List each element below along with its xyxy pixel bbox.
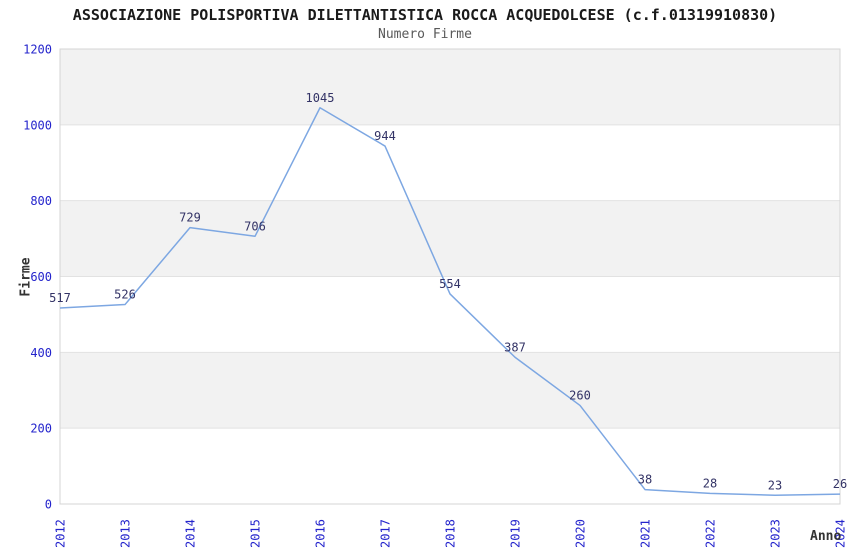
plot-band [60, 352, 840, 429]
data-point-label: 517 [49, 291, 71, 305]
x-axis-title: Anno [810, 529, 842, 544]
x-tick-label: 2017 [379, 519, 393, 548]
data-point-label: 260 [569, 388, 591, 402]
data-point-label: 706 [244, 219, 266, 233]
y-tick-label: 0 [45, 498, 52, 512]
x-tick-label: 2012 [54, 519, 68, 548]
x-tick-label: 2023 [769, 519, 783, 548]
y-tick-label: 1000 [23, 118, 52, 132]
plot-band [60, 200, 840, 277]
x-tick-label: 2016 [314, 519, 328, 548]
data-point-label: 729 [179, 211, 201, 225]
y-axis-title: Firme [18, 257, 34, 297]
data-point-label: 387 [504, 340, 526, 354]
x-tick-label: 2021 [639, 519, 653, 548]
data-point-label: 26 [833, 477, 847, 491]
plot-border [59, 48, 841, 505]
x-tick-label: 2020 [574, 519, 588, 548]
data-point-label: 554 [439, 277, 461, 291]
data-line [59, 107, 841, 497]
y-tick-label: 800 [30, 194, 52, 208]
x-tick-label: 2024 [834, 519, 848, 548]
x-tick-label: 2013 [119, 519, 133, 548]
chart-title: ASSOCIAZIONE POLISPORTIVA DILETTANTISTIC… [72, 6, 778, 24]
data-point-label: 38 [638, 473, 652, 487]
y-tick-label: 1200 [23, 43, 52, 57]
data-point-label: 944 [374, 129, 396, 143]
data-point-label: 1045 [306, 91, 335, 105]
y-tick-label: 200 [30, 422, 52, 436]
plot-band [60, 49, 840, 125]
x-tick-label: 2018 [444, 519, 458, 548]
x-tick-label: 2022 [704, 519, 718, 548]
chart-subtitle: Numero Firme [378, 27, 472, 42]
data-point-label: 28 [703, 476, 717, 490]
y-tick-label: 600 [30, 270, 52, 284]
x-tick-label: 2015 [249, 519, 263, 548]
x-tick-label: 2019 [509, 519, 523, 548]
y-tick-label: 400 [30, 346, 52, 360]
data-point-label: 526 [114, 288, 136, 302]
x-tick-label: 2014 [184, 519, 198, 548]
data-point-label: 23 [768, 478, 782, 492]
